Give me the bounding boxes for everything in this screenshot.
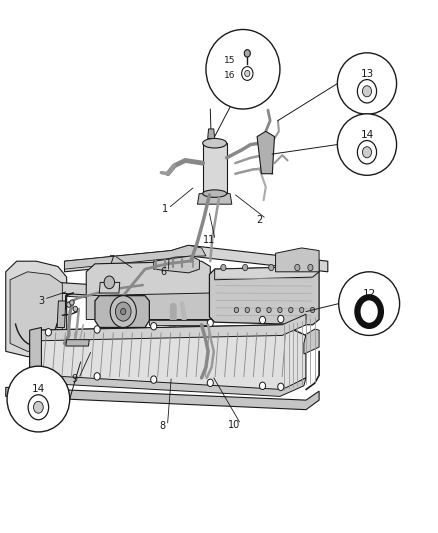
Circle shape bbox=[221, 264, 226, 271]
Circle shape bbox=[120, 309, 126, 315]
Circle shape bbox=[46, 328, 51, 336]
Circle shape bbox=[311, 308, 315, 313]
Polygon shape bbox=[154, 256, 199, 273]
Circle shape bbox=[256, 308, 260, 313]
Text: 14: 14 bbox=[360, 131, 374, 140]
Circle shape bbox=[207, 319, 213, 327]
Polygon shape bbox=[149, 319, 210, 325]
Text: 16: 16 bbox=[224, 71, 236, 80]
Text: 9: 9 bbox=[71, 374, 78, 384]
Text: 12: 12 bbox=[363, 289, 376, 299]
Circle shape bbox=[73, 306, 78, 312]
Circle shape bbox=[94, 373, 100, 380]
Circle shape bbox=[357, 297, 381, 326]
Circle shape bbox=[104, 276, 115, 289]
Polygon shape bbox=[208, 129, 215, 139]
Circle shape bbox=[245, 308, 250, 313]
Circle shape bbox=[278, 316, 284, 322]
Circle shape bbox=[278, 383, 284, 391]
Polygon shape bbox=[6, 261, 67, 357]
Text: 7: 7 bbox=[108, 255, 114, 264]
Polygon shape bbox=[86, 261, 210, 304]
Text: 3: 3 bbox=[39, 296, 45, 306]
Circle shape bbox=[357, 141, 377, 164]
Polygon shape bbox=[99, 282, 120, 293]
Polygon shape bbox=[276, 248, 319, 272]
Circle shape bbox=[244, 50, 251, 57]
Polygon shape bbox=[30, 373, 41, 397]
Circle shape bbox=[207, 379, 213, 386]
Circle shape bbox=[268, 264, 274, 271]
Polygon shape bbox=[209, 266, 319, 325]
Polygon shape bbox=[215, 261, 319, 280]
Polygon shape bbox=[66, 340, 89, 346]
Polygon shape bbox=[10, 272, 62, 351]
Circle shape bbox=[28, 395, 49, 420]
Text: 10: 10 bbox=[228, 419, 240, 430]
Circle shape bbox=[362, 86, 371, 97]
Polygon shape bbox=[47, 330, 59, 338]
Polygon shape bbox=[57, 290, 297, 312]
Circle shape bbox=[243, 264, 248, 271]
Polygon shape bbox=[30, 325, 306, 391]
Polygon shape bbox=[30, 327, 42, 375]
Circle shape bbox=[46, 370, 51, 377]
Circle shape bbox=[116, 302, 131, 321]
Circle shape bbox=[67, 302, 71, 308]
Text: 15: 15 bbox=[224, 56, 236, 65]
Circle shape bbox=[34, 401, 43, 413]
Circle shape bbox=[234, 308, 239, 313]
Circle shape bbox=[242, 67, 253, 80]
Text: 11: 11 bbox=[203, 235, 215, 245]
Circle shape bbox=[308, 264, 313, 271]
Circle shape bbox=[94, 326, 100, 333]
Text: 1: 1 bbox=[162, 204, 168, 214]
Polygon shape bbox=[95, 296, 149, 327]
Circle shape bbox=[259, 316, 265, 324]
Polygon shape bbox=[304, 329, 319, 354]
Circle shape bbox=[357, 79, 377, 103]
Circle shape bbox=[151, 376, 157, 383]
Ellipse shape bbox=[203, 139, 226, 148]
Circle shape bbox=[295, 264, 300, 271]
Text: 2: 2 bbox=[256, 215, 262, 225]
Circle shape bbox=[151, 322, 157, 330]
Ellipse shape bbox=[337, 114, 396, 175]
Circle shape bbox=[278, 308, 282, 313]
Ellipse shape bbox=[206, 29, 280, 109]
Circle shape bbox=[245, 70, 250, 77]
Circle shape bbox=[110, 296, 136, 327]
Text: 8: 8 bbox=[159, 421, 166, 431]
Polygon shape bbox=[57, 282, 306, 309]
Ellipse shape bbox=[203, 190, 226, 197]
Polygon shape bbox=[30, 373, 306, 397]
Text: 13: 13 bbox=[360, 69, 374, 79]
Circle shape bbox=[289, 308, 293, 313]
Polygon shape bbox=[86, 293, 210, 319]
Text: 14: 14 bbox=[32, 384, 45, 394]
Circle shape bbox=[259, 382, 265, 390]
Polygon shape bbox=[64, 245, 328, 272]
Polygon shape bbox=[6, 387, 319, 410]
Text: 6: 6 bbox=[160, 267, 166, 277]
Circle shape bbox=[300, 308, 304, 313]
Ellipse shape bbox=[337, 53, 396, 114]
Polygon shape bbox=[64, 245, 206, 269]
Circle shape bbox=[362, 147, 371, 158]
Polygon shape bbox=[203, 143, 226, 193]
Polygon shape bbox=[257, 131, 275, 174]
Polygon shape bbox=[198, 193, 232, 204]
Polygon shape bbox=[57, 301, 66, 327]
Polygon shape bbox=[41, 314, 306, 341]
Ellipse shape bbox=[7, 366, 70, 432]
Ellipse shape bbox=[339, 272, 399, 335]
Circle shape bbox=[267, 308, 271, 313]
Circle shape bbox=[70, 300, 74, 305]
